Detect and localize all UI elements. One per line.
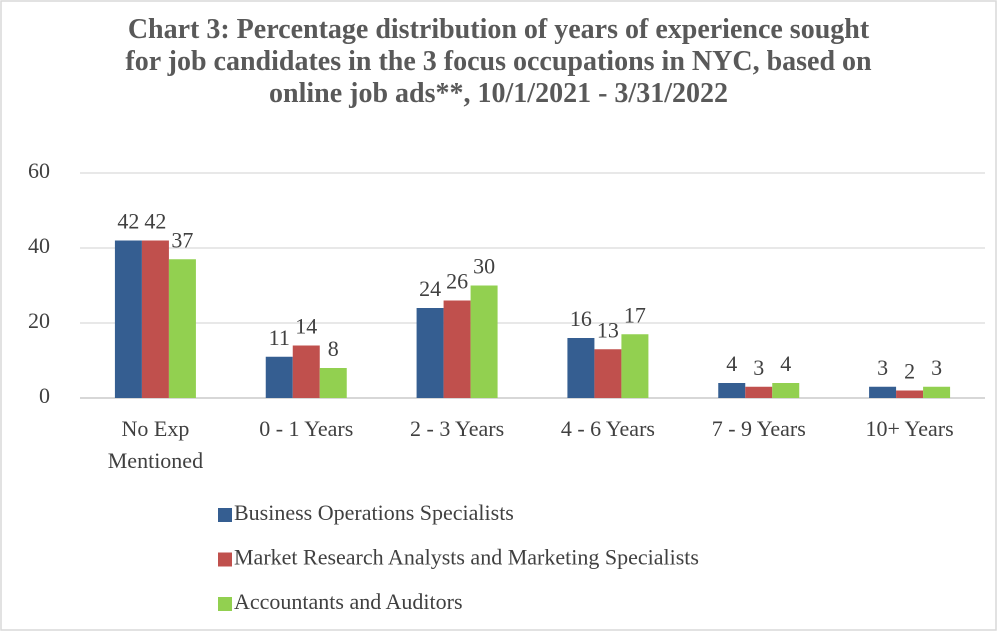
- data-label: 42: [117, 209, 139, 234]
- data-label: 37: [171, 227, 193, 252]
- y-tick-label: 20: [28, 308, 50, 333]
- y-tick-label: 40: [28, 233, 50, 258]
- bar: [416, 308, 444, 398]
- x-tick-label: 10+ Years: [865, 416, 953, 441]
- y-tick-label: 0: [39, 383, 50, 408]
- x-tick-label: 7 - 9 Years: [712, 416, 806, 441]
- data-label: 2: [904, 359, 915, 384]
- y-tick-label: 60: [28, 158, 50, 183]
- data-label: 3: [877, 355, 888, 380]
- x-tick-label-line: Mentioned: [108, 448, 203, 473]
- chart-title: Chart 3: Percentage distribution of year…: [125, 14, 872, 109]
- x-tick-label: 2 - 3 Years: [410, 416, 504, 441]
- legend-label: Business Operations Specialists: [234, 500, 514, 525]
- bar: [869, 386, 897, 398]
- data-label: 26: [446, 269, 468, 294]
- bar: [567, 338, 595, 398]
- x-tick-label-line: No Exp: [122, 416, 190, 441]
- bar: [896, 390, 924, 398]
- bar: [745, 386, 773, 398]
- data-label: 4: [726, 351, 737, 376]
- data-label: 30: [473, 254, 495, 279]
- data-label: 8: [328, 336, 339, 361]
- bar: [772, 383, 800, 398]
- legend-label: Accountants and Auditors: [234, 589, 463, 614]
- bar: [621, 334, 649, 398]
- legend-swatch: [218, 508, 232, 522]
- bar: [168, 259, 196, 398]
- data-label: 3: [753, 355, 764, 380]
- data-label: 14: [295, 314, 317, 339]
- data-label: 4: [780, 351, 791, 376]
- data-label: 24: [419, 276, 441, 301]
- bar: [470, 285, 498, 398]
- bar: [718, 383, 746, 398]
- legend-label: Market Research Analysts and Marketing S…: [234, 545, 699, 570]
- bar: [292, 345, 320, 398]
- data-label: 11: [269, 325, 290, 350]
- data-label: 16: [570, 306, 592, 331]
- legend-swatch: [218, 552, 232, 567]
- legend-swatch: [218, 597, 232, 611]
- data-label: 42: [144, 209, 166, 234]
- bar: [265, 356, 293, 398]
- data-label: 3: [931, 355, 942, 380]
- bar: [141, 240, 169, 398]
- bar: [443, 300, 471, 398]
- bar: [114, 240, 142, 398]
- x-tick-label: 0 - 1 Years: [259, 416, 353, 441]
- data-label: 13: [597, 317, 619, 342]
- x-tick-label: 4 - 6 Years: [561, 416, 655, 441]
- bar: [923, 386, 951, 398]
- bar: [594, 349, 622, 398]
- data-label: 17: [624, 302, 646, 327]
- x-tick-label: No Exp Mentioned: [108, 416, 203, 473]
- bar: [319, 368, 347, 398]
